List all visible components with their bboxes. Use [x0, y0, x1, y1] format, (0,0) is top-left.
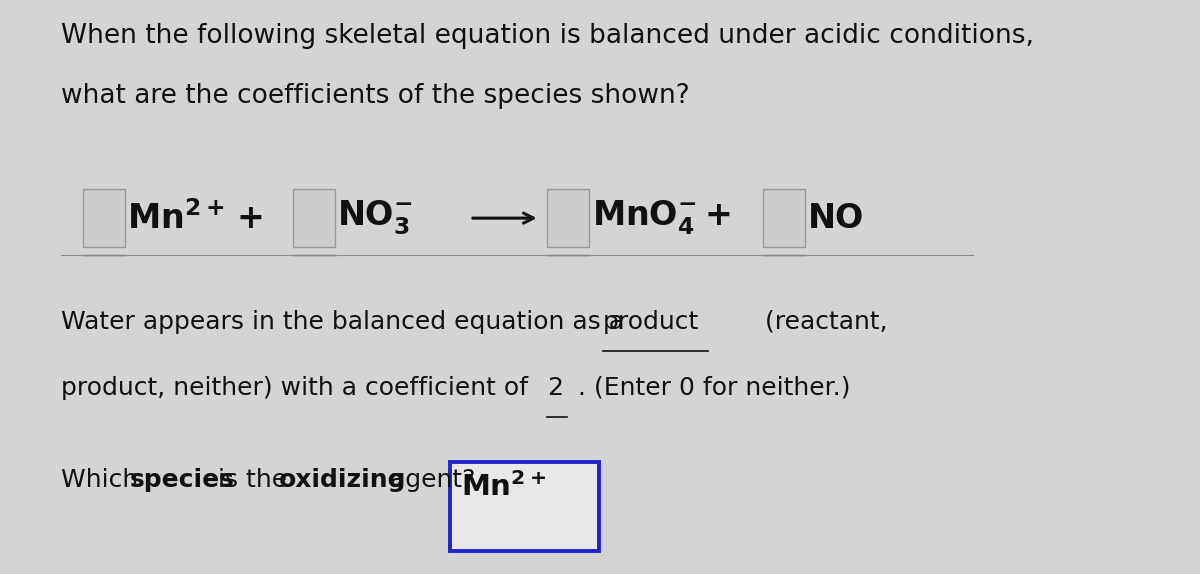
FancyBboxPatch shape — [547, 189, 589, 247]
Text: agent?: agent? — [382, 468, 475, 492]
Text: $\bf{Mn^{2+} +}$: $\bf{Mn^{2+} +}$ — [127, 201, 263, 235]
FancyBboxPatch shape — [450, 462, 599, 551]
Text: $\mathbf{Mn^{2+}}$: $\mathbf{Mn^{2+}}$ — [461, 472, 546, 502]
Text: what are the coefficients of the species shown?: what are the coefficients of the species… — [61, 83, 690, 109]
Text: product, neither) with a coefficient of: product, neither) with a coefficient of — [61, 376, 536, 400]
FancyBboxPatch shape — [763, 189, 805, 247]
FancyBboxPatch shape — [83, 189, 125, 247]
Text: $\bf{MnO_4^{-} +}$: $\bf{MnO_4^{-} +}$ — [592, 199, 731, 238]
Text: is the: is the — [210, 468, 295, 492]
Text: species: species — [130, 468, 234, 492]
Text: . (Enter 0 for neither.): . (Enter 0 for neither.) — [570, 376, 850, 400]
Text: $\bf{NO}$: $\bf{NO}$ — [808, 201, 864, 235]
Text: $\bf{NO_3^{-}}$: $\bf{NO_3^{-}}$ — [337, 199, 413, 238]
Text: Which: Which — [61, 468, 146, 492]
Text: oxidizing: oxidizing — [278, 468, 406, 492]
Text: product: product — [602, 310, 698, 334]
Text: When the following skeletal equation is balanced under acidic conditions,: When the following skeletal equation is … — [61, 23, 1034, 49]
FancyBboxPatch shape — [293, 189, 335, 247]
Text: Water appears in the balanced equation as a: Water appears in the balanced equation a… — [61, 310, 632, 334]
Text: (reactant,: (reactant, — [716, 310, 887, 334]
Text: 2: 2 — [547, 376, 563, 400]
